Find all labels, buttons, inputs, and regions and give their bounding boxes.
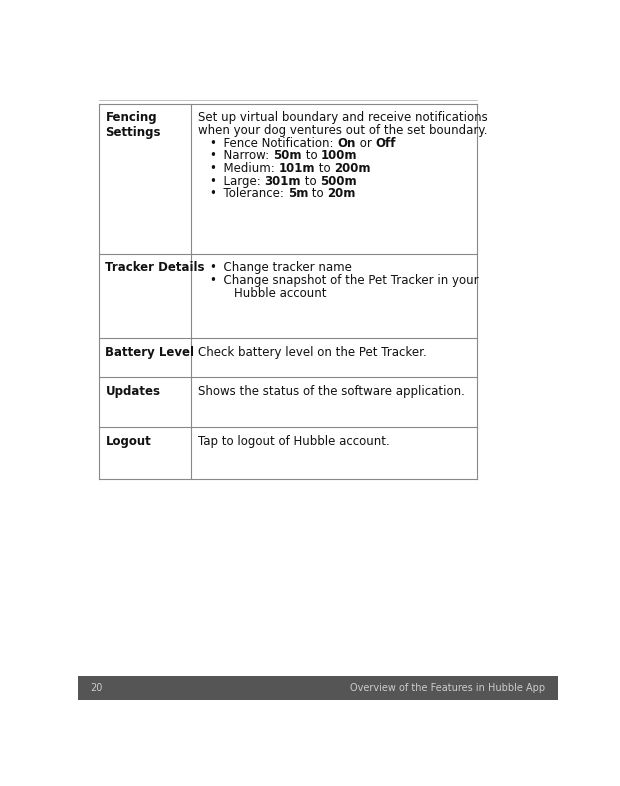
Text: •: •: [210, 188, 216, 200]
Text: Logout: Logout: [105, 435, 151, 448]
Text: •: •: [210, 149, 216, 163]
Text: Narrow:: Narrow:: [216, 149, 273, 163]
Text: Off: Off: [375, 137, 396, 149]
Text: Tap to logout of Hubble account.: Tap to logout of Hubble account.: [198, 435, 390, 448]
Text: Large:: Large:: [216, 174, 265, 188]
Text: Set up virtual boundary and receive notifications: Set up virtual boundary and receive noti…: [198, 112, 488, 124]
Text: 20m: 20m: [327, 188, 356, 200]
Text: •: •: [210, 137, 216, 149]
Text: Fence Notification:: Fence Notification:: [216, 137, 337, 149]
Text: •: •: [210, 174, 216, 188]
Text: to: to: [301, 174, 321, 188]
Text: •: •: [210, 274, 216, 287]
Text: •: •: [210, 162, 216, 175]
Text: Overview of the Features in Hubble App: Overview of the Features in Hubble App: [350, 683, 546, 693]
Text: Tracker Details: Tracker Details: [105, 262, 205, 274]
Text: Medium:: Medium:: [216, 162, 278, 175]
Text: or: or: [356, 137, 375, 149]
Text: Fencing
Settings: Fencing Settings: [105, 112, 161, 139]
Text: to: to: [315, 162, 335, 175]
Text: to: to: [308, 188, 327, 200]
Text: Change tracker name: Change tracker name: [216, 262, 352, 274]
Text: Tolerance:: Tolerance:: [216, 188, 288, 200]
Text: Shows the status of the software application.: Shows the status of the software applica…: [198, 384, 465, 398]
Text: 101m: 101m: [278, 162, 315, 175]
Text: 500m: 500m: [321, 174, 357, 188]
Text: 50m: 50m: [273, 149, 301, 163]
Text: •: •: [210, 262, 216, 274]
Text: Change snapshot of the Pet Tracker in your: Change snapshot of the Pet Tracker in yo…: [216, 274, 479, 287]
Text: 200m: 200m: [335, 162, 371, 175]
Text: On: On: [337, 137, 356, 149]
Text: 100m: 100m: [321, 149, 357, 163]
Text: 20: 20: [90, 683, 102, 693]
Text: 5m: 5m: [288, 188, 308, 200]
Text: when your dog ventures out of the set boundary.: when your dog ventures out of the set bo…: [198, 124, 488, 137]
Bar: [78, 677, 558, 700]
Text: Hubble account: Hubble account: [219, 287, 326, 299]
Text: Updates: Updates: [105, 384, 161, 398]
Text: Battery Level: Battery Level: [105, 346, 195, 359]
Text: Check battery level on the Pet Tracker.: Check battery level on the Pet Tracker.: [198, 346, 427, 359]
Text: to: to: [301, 149, 321, 163]
Text: 301m: 301m: [265, 174, 301, 188]
